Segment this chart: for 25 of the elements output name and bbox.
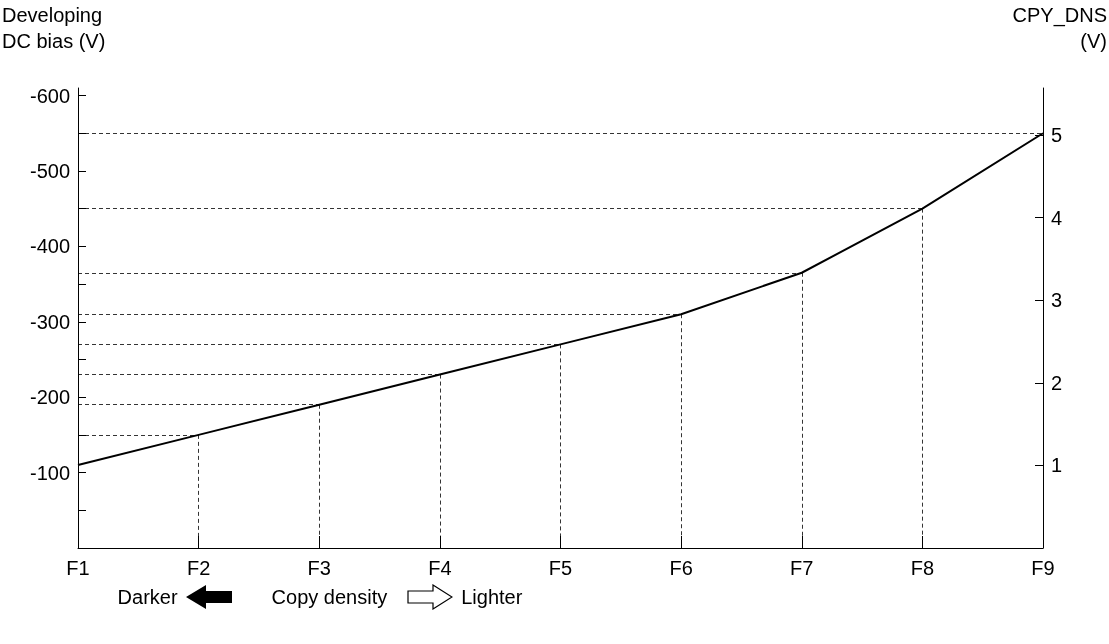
y2-tick-label: 4 xyxy=(1051,206,1063,229)
x-tick-label: F7 xyxy=(790,557,814,579)
y-tick-label: -400 xyxy=(29,235,70,258)
y2-axis-title: CPY_DNS (V) xyxy=(1012,3,1107,54)
x-tick-label: F8 xyxy=(910,557,935,579)
y2-tick-label: 5 xyxy=(1051,124,1063,147)
x-tick-label: F1 xyxy=(66,557,90,579)
x-tick-label: F4 xyxy=(428,557,452,579)
text: Lighter xyxy=(461,585,523,609)
x-tick-label: F6 xyxy=(669,557,693,579)
text: Darker xyxy=(117,585,178,609)
y2-tick-label: 2 xyxy=(1051,371,1063,394)
y-tick-label: -200 xyxy=(29,386,70,409)
x-tick-label: F5 xyxy=(548,557,573,579)
x-tick-label: F9 xyxy=(1031,557,1055,579)
x-tick-label: F3 xyxy=(307,557,331,579)
y-tick-label: -500 xyxy=(29,159,70,182)
y-axis-title: Developing DC bias (V) xyxy=(2,3,106,54)
y2-tick-label: 3 xyxy=(1051,289,1063,312)
y-tick-label: -600 xyxy=(29,84,70,107)
y-tick-label: -100 xyxy=(29,461,70,484)
x-axis-title: Copy density xyxy=(271,585,388,609)
y2-tick-label: 1 xyxy=(1051,454,1063,477)
x-tick-label: F2 xyxy=(186,557,211,579)
y-tick-label: -300 xyxy=(29,310,70,333)
